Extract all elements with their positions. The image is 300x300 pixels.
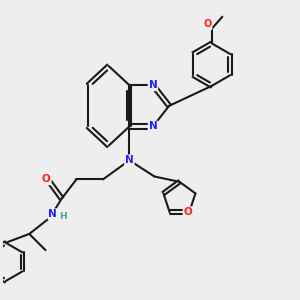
Text: O: O bbox=[42, 174, 51, 184]
Text: O: O bbox=[184, 207, 192, 217]
Text: N: N bbox=[49, 209, 57, 219]
Text: N: N bbox=[125, 155, 134, 165]
Text: N: N bbox=[148, 80, 157, 90]
Text: O: O bbox=[203, 19, 211, 29]
Text: N: N bbox=[148, 122, 157, 131]
Text: H: H bbox=[59, 212, 67, 221]
